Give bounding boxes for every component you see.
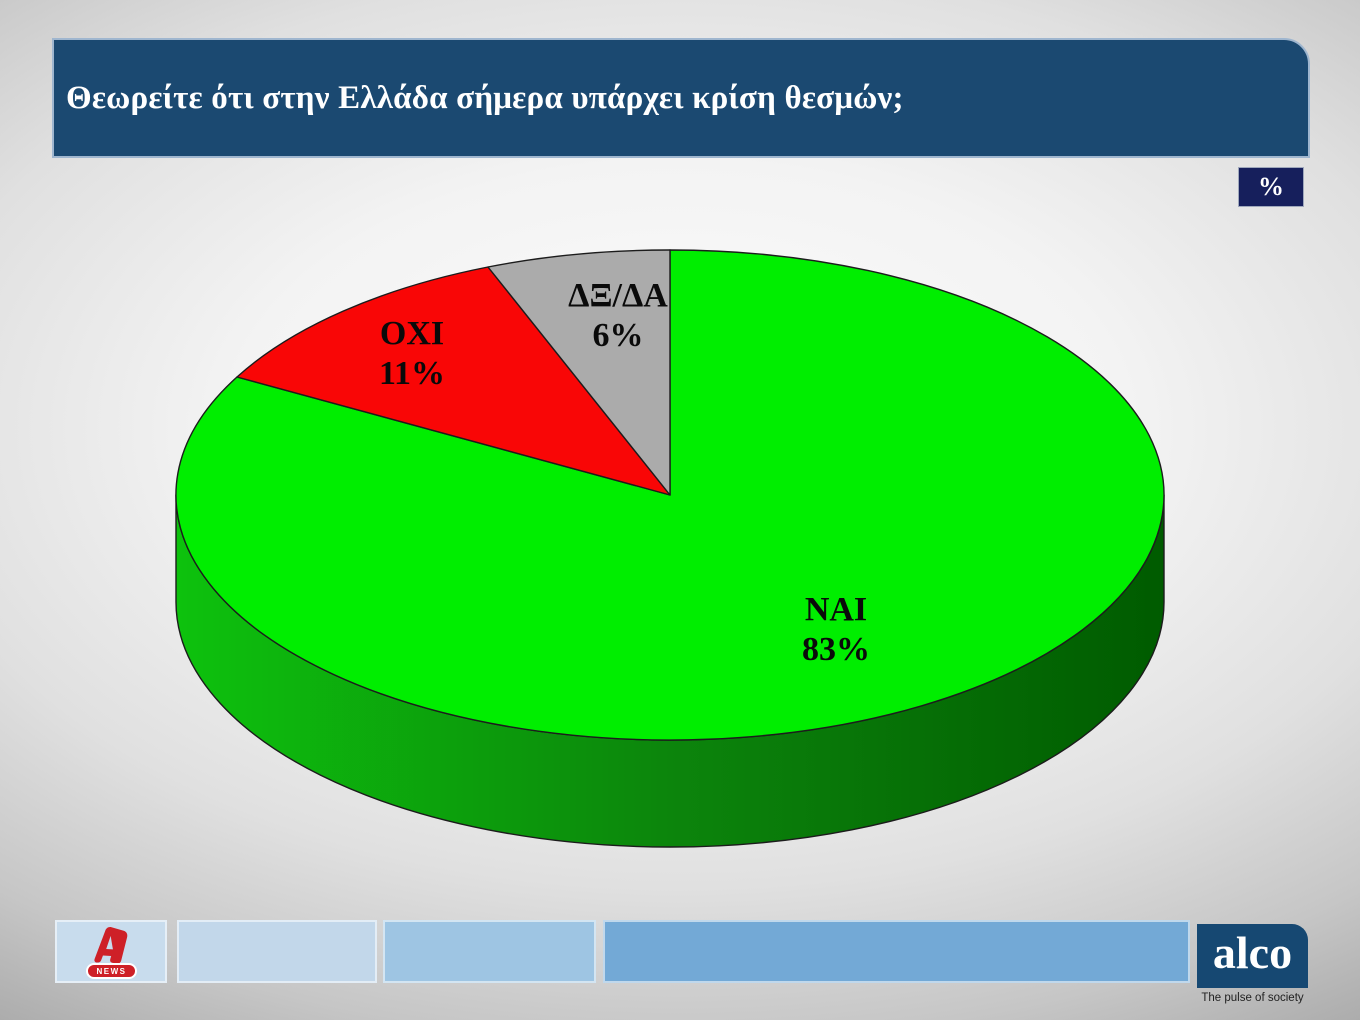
- alpha-news-logo: NEWS: [85, 924, 137, 979]
- pie-slice-nai: [175, 249, 1165, 741]
- alco-wordmark: alco: [1212, 927, 1293, 978]
- alpha-a-icon: [94, 927, 128, 964]
- slice-value: 11%: [378, 355, 446, 392]
- slice-name: ΟΧΙ: [379, 315, 445, 352]
- slice-name: ΝΑΙ: [804, 591, 868, 628]
- question-header: Θεωρείτε ότι στην Ελλάδα σήμερα υπάρχει …: [52, 38, 1310, 158]
- pie-slice-dxda: [487, 249, 671, 496]
- footer-bar-4: [603, 920, 1190, 983]
- alco-tagline: The pulse of society: [1201, 992, 1304, 1004]
- slice-value: 83%: [802, 631, 870, 668]
- alpha-news-pill: NEWS: [85, 963, 137, 979]
- footer-alpha-panel: NEWS: [55, 920, 167, 983]
- footer-bar-3: [383, 920, 596, 983]
- slice-name: ΔΞ/ΔΑ: [568, 277, 668, 314]
- slice-label-oxi: ΟΧΙ 11%: [379, 314, 445, 394]
- percent-unit-badge: %: [1238, 167, 1304, 207]
- alco-logo-box: alco: [1197, 924, 1308, 988]
- pie-slice-oxi: [236, 266, 671, 496]
- question-title: Θεωρείτε ότι στην Ελλάδα σήμερα υπάρχει …: [66, 79, 904, 116]
- slice-value: 6%: [592, 317, 644, 354]
- slice-label-dxda: ΔΞ/ΔΑ 6%: [568, 276, 668, 356]
- slice-label-nai: ΝΑΙ 83%: [802, 590, 870, 670]
- footer-bar-2: [177, 920, 377, 983]
